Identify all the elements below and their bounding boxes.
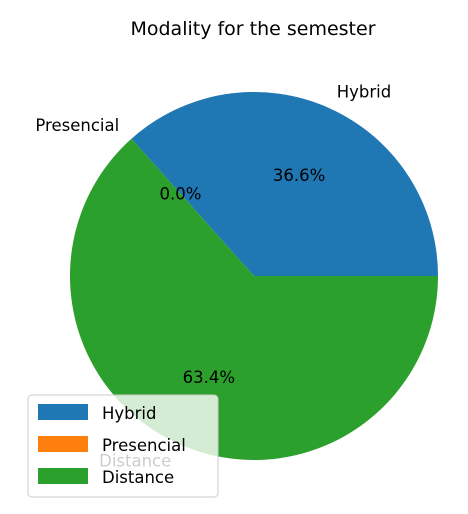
- pie-slice-hybrid: [131, 91, 439, 276]
- legend: Hybrid Presencial Distance: [27, 394, 219, 498]
- chart-title: Modality for the semester: [130, 18, 375, 40]
- slice-label-hybrid: Hybrid: [337, 82, 392, 101]
- pie-slices: [69, 91, 439, 460]
- pie-slice-distance: [69, 138, 438, 460]
- pct-label-hybrid: 36.6%: [273, 166, 325, 185]
- legend-swatch-presencial: [38, 436, 88, 452]
- legend-swatch-distance: [38, 468, 88, 484]
- pct-label-distance: 63.4%: [183, 368, 235, 387]
- legend-swatch-hybrid: [38, 404, 88, 420]
- pct-label-presencial: 0.0%: [160, 185, 202, 204]
- legend-label-hybrid: Hybrid: [102, 404, 157, 423]
- slice-label-presencial: Presencial: [35, 116, 119, 135]
- legend-label-distance: Distance: [102, 468, 174, 487]
- legend-label-presencial: Presencial: [102, 436, 186, 455]
